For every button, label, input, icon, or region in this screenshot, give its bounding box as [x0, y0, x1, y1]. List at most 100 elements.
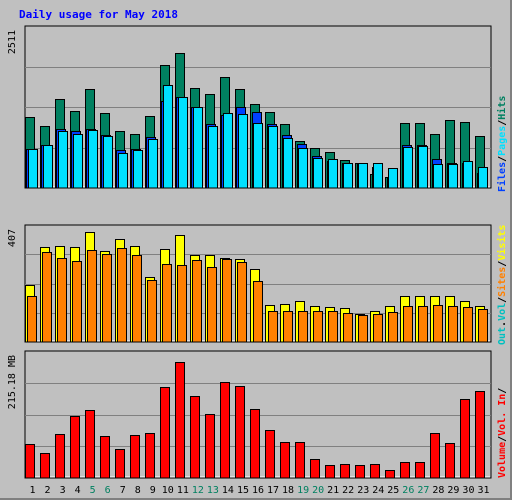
legend-entry: Hits [496, 96, 508, 120]
bar [370, 464, 380, 479]
bar [400, 462, 410, 479]
x-tick-label: 2 [45, 485, 51, 496]
x-tick-label: 31 [477, 485, 489, 496]
bar [148, 139, 158, 189]
bar [343, 163, 353, 189]
x-tick-label: 16 [252, 485, 264, 496]
legend-entry: Vol. In [497, 394, 508, 436]
bar [340, 464, 350, 479]
x-tick-label: 21 [327, 485, 339, 496]
bar [355, 465, 365, 479]
bar [460, 399, 470, 479]
legend-entry: / [497, 297, 508, 303]
x-tick-label: 19 [297, 485, 309, 496]
x-tick-label: 1 [30, 485, 36, 496]
x-tick-label: 9 [150, 485, 156, 496]
bar [328, 311, 338, 343]
x-tick-label: 22 [342, 485, 354, 496]
x-tick-label: 20 [312, 485, 324, 496]
bar [250, 409, 260, 479]
bar [238, 114, 248, 189]
bar [253, 281, 263, 343]
bar [145, 433, 155, 479]
bar [295, 442, 305, 479]
x-tick-label: 28 [432, 485, 444, 496]
bar [163, 85, 173, 189]
x-tick-label: 13 [207, 485, 219, 496]
legend-entry: Sites [496, 267, 508, 297]
bar [192, 260, 202, 343]
bar [313, 158, 323, 189]
legend-entry: Vol [497, 303, 508, 321]
bar [87, 250, 97, 343]
bar [147, 280, 157, 343]
legend-entry: Volume [497, 442, 508, 478]
legend-entry: / [497, 436, 508, 442]
bar [445, 443, 455, 479]
bar [237, 262, 247, 343]
bar [57, 258, 67, 343]
legend-bottom: Volume/Vol. In/ [497, 388, 508, 478]
y-max-label: 407 [7, 229, 18, 247]
bar [433, 305, 443, 343]
legend-entry: / [497, 120, 508, 126]
bar [132, 255, 142, 343]
bar [403, 306, 413, 343]
legend-entry: Out [497, 327, 508, 345]
bar [358, 315, 368, 343]
bar [193, 107, 203, 189]
bar [385, 470, 395, 479]
x-axis-labels: 1 2 3 4 5 6 7 8 9 10 11 12 13 14 15 16 17 18 19 20 21 22 23 24 2… [30, 485, 490, 496]
bar [88, 130, 98, 189]
bar [25, 444, 35, 479]
bar [403, 147, 413, 189]
bar [448, 164, 458, 189]
bar [265, 430, 275, 479]
x-tick-label: 27 [417, 485, 429, 496]
bar [388, 312, 398, 343]
bar [73, 134, 83, 189]
bar [253, 123, 263, 189]
bar [448, 306, 458, 343]
bar [72, 261, 82, 343]
x-tick-label: 14 [222, 485, 234, 496]
bar [430, 433, 440, 479]
bar [223, 113, 233, 189]
bar [283, 311, 293, 343]
bar [328, 159, 338, 189]
bar [102, 254, 112, 343]
bar [175, 362, 185, 479]
bar [268, 311, 278, 343]
chart-title: Daily usage for May 2018 [19, 8, 178, 21]
bar [55, 434, 65, 479]
bar [85, 410, 95, 479]
bar [42, 252, 52, 343]
bar [310, 459, 320, 479]
bar [220, 382, 230, 479]
bar [115, 449, 125, 479]
bar [207, 267, 217, 343]
bar [373, 314, 383, 343]
x-tick-label: 26 [402, 485, 414, 496]
legend-top: Files/Pages/Hits [496, 96, 508, 192]
x-tick-label: 3 [60, 485, 66, 496]
bar [313, 311, 323, 343]
bar [100, 436, 110, 479]
bar [388, 168, 398, 189]
x-tick-label: 23 [357, 485, 369, 496]
x-tick-label: 30 [462, 485, 474, 496]
bar [27, 296, 37, 343]
panel-bottom: 215.18 MB [7, 350, 492, 479]
bar [475, 391, 485, 479]
legend-entry: / [497, 261, 508, 267]
bar [358, 163, 368, 189]
bar [268, 126, 278, 189]
bar [28, 149, 38, 189]
bar [208, 126, 218, 189]
panel-middle: 407 [7, 224, 492, 343]
x-tick-label: 29 [447, 485, 459, 496]
x-tick-label: 6 [105, 485, 111, 496]
series-pages [28, 85, 488, 189]
